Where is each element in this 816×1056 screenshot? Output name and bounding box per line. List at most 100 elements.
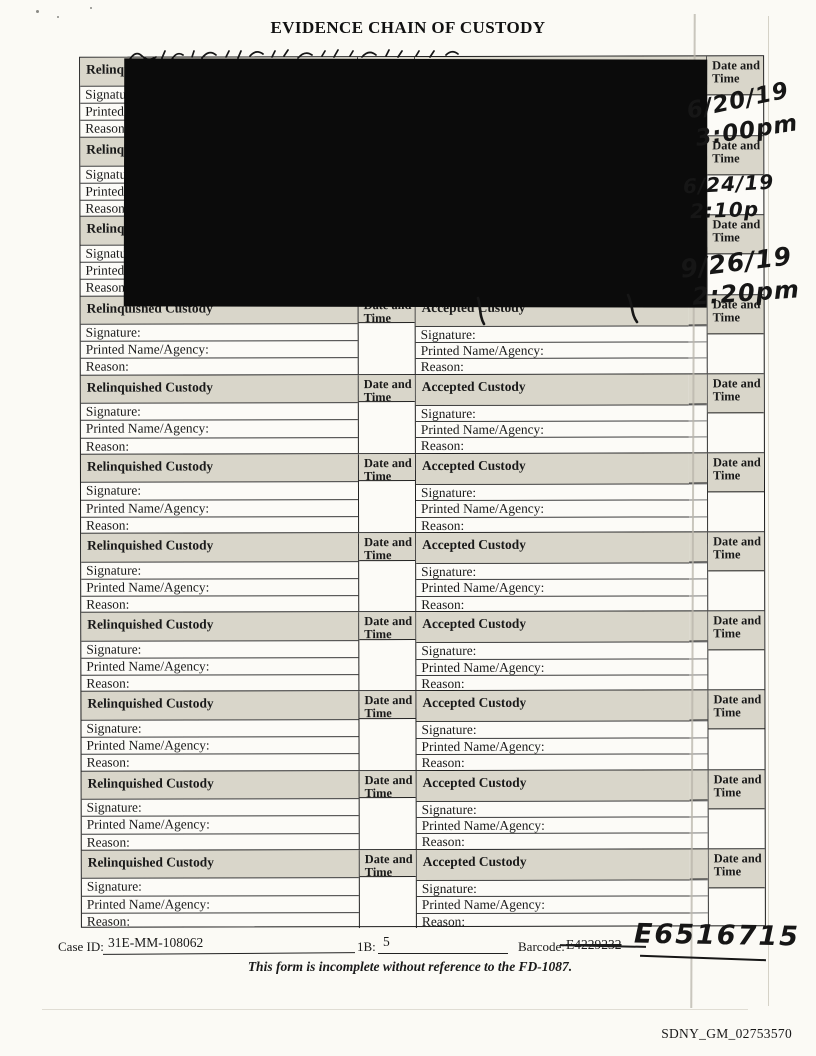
case-id-underline <box>102 952 356 956</box>
printed-name-row: Printed Name/Agency: <box>81 815 359 834</box>
gutter-row <box>689 895 708 912</box>
date-time-column-left: Date and Time <box>357 453 417 533</box>
reason-row: Reason: <box>415 436 689 454</box>
handwritten-date: 6/24/19 <box>682 169 775 199</box>
date-time-header: Date and Time <box>359 612 416 641</box>
case-id-value: 31E-MM-108062 <box>108 935 204 950</box>
relinquished-header: Relinquished Custody <box>80 374 358 403</box>
printed-name-row: Printed Name/Agency: <box>415 420 689 438</box>
relinquished-header: Relinquished Custody <box>81 612 359 641</box>
signature-row: Signature: <box>415 404 689 422</box>
date-time-column-right: Date and Time <box>708 532 765 610</box>
printed-name-row: Printed Name/Agency: <box>81 577 359 596</box>
printed-name-row: Printed Name/Agency: <box>80 340 358 359</box>
date-time-column-left: Date and Time <box>358 612 417 691</box>
pen-marks <box>476 293 639 326</box>
date-time-column-right: Date and Time <box>708 769 765 848</box>
footer-note: This form is incomplete without referenc… <box>247 959 573 974</box>
printed-name-row: Printed Name/Agency: <box>415 341 689 359</box>
date-time-column-left: Date and Time <box>358 849 417 929</box>
barcode-label: Barcode: <box>518 939 565 954</box>
gutter-row <box>689 879 708 896</box>
barcode-handwritten-value: E6516715 <box>633 918 801 953</box>
date-time-column-right: Date and Time <box>708 849 765 927</box>
scan-speck <box>57 16 59 18</box>
reason-row: Reason: <box>81 595 359 612</box>
printed-name-row: Printed Name/Agency: <box>416 895 690 913</box>
gutter-header <box>689 849 708 880</box>
signature-row: Signature: <box>81 560 359 579</box>
reason-row: Reason: <box>415 357 689 375</box>
signature-row: Signature: <box>81 877 359 896</box>
signature-row: Signature: <box>81 719 359 737</box>
date-time-header: Date and Time <box>708 532 765 572</box>
date-time-header: Date and Time <box>359 533 416 562</box>
accepted-header: Accepted Custody <box>415 374 689 405</box>
reason-row: Reason: <box>416 832 690 850</box>
printed-name-row: Printed Name/Agency: <box>81 736 359 755</box>
date-time-column-right: Date and Time <box>708 690 765 769</box>
date-time-header: Date and Time <box>358 374 415 404</box>
date-time-column-right: Date and Time <box>707 453 765 531</box>
relinquished-header: Relinquished Custody <box>81 691 359 720</box>
redaction-box <box>123 58 708 308</box>
printed-name-row: Printed Name/Agency: <box>416 578 690 596</box>
form-title: EVIDENCE CHAIN OF CUSTODY <box>270 18 546 37</box>
date-time-header: Date and Time <box>707 453 765 493</box>
date-time-header: Date and Time <box>708 690 765 730</box>
reason-row: Reason: <box>416 595 690 612</box>
printed-name-row: Printed Name/Agency: <box>81 657 359 675</box>
signature-row: Signature: <box>81 639 359 658</box>
date-time-column-left: Date and Time <box>358 533 417 612</box>
gutter-row <box>688 341 707 358</box>
printed-name-row: Printed Name/Agency: <box>416 737 690 755</box>
ib-value: 5 <box>383 934 390 949</box>
printed-name-row: Printed Name/Agency: <box>80 419 358 438</box>
handwriting-fragment-top <box>129 49 459 61</box>
gutter-row <box>688 357 707 375</box>
accepted-header: Accepted Custody <box>416 690 690 722</box>
date-time-header: Date and Time <box>708 769 765 809</box>
signature-row: Signature: <box>416 879 690 897</box>
accepted-header: Accepted Custody <box>416 849 690 880</box>
page-bottom-edge <box>42 1009 748 1010</box>
date-time-column-left: Date and Time <box>358 770 417 849</box>
date-time-column-left: Date and Time <box>358 691 417 770</box>
reason-row: Reason: <box>416 516 690 533</box>
signature-row: Signature: <box>416 720 690 738</box>
accepted-header: Accepted Custody <box>416 769 690 801</box>
date-time-column-right: Date and Time <box>707 373 764 452</box>
ib-underline <box>378 953 508 955</box>
date-time-header: Date and Time <box>359 770 416 800</box>
reason-row: Reason: <box>80 357 358 375</box>
printed-name-row: Printed Name/Agency: <box>81 894 359 913</box>
accepted-header: Accepted Custody <box>416 611 690 643</box>
accepted-header: Accepted Custody <box>416 532 690 564</box>
printed-name-row: Printed Name/Agency: <box>416 816 690 834</box>
date-time-header: Date and Time <box>708 849 765 889</box>
reason-row: Reason: <box>80 436 358 454</box>
relinquished-header: Relinquished Custody <box>81 849 359 879</box>
date-time-header: Date and Time <box>358 453 415 483</box>
gutter-row <box>689 832 708 850</box>
case-id-label: Case ID: <box>58 939 104 954</box>
date-time-header: Date and Time <box>708 611 765 651</box>
date-time-header: Date and Time <box>359 849 416 879</box>
reason-row: Reason: <box>81 674 359 692</box>
